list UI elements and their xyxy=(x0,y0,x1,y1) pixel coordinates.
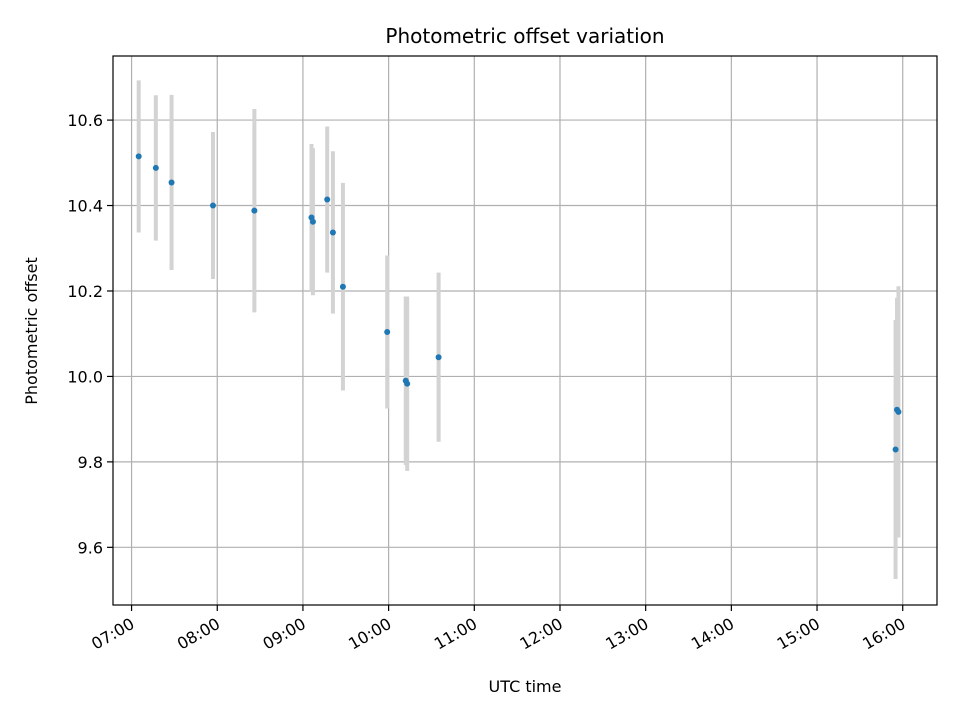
grid xyxy=(113,56,937,605)
data-point xyxy=(251,207,258,214)
data-point xyxy=(329,229,336,236)
plot-frame xyxy=(112,55,938,606)
data-point xyxy=(384,328,391,335)
y-tick-label: 10.0 xyxy=(67,367,103,386)
data-point xyxy=(209,202,216,209)
y-tick-label: 10.6 xyxy=(67,111,103,130)
y-tick-label: 9.6 xyxy=(78,538,103,557)
y-tick-label: 10.4 xyxy=(67,197,103,216)
data-point xyxy=(892,446,899,453)
data-point xyxy=(309,218,316,225)
chart-title: Photometric offset variation xyxy=(385,24,664,48)
data-point xyxy=(168,179,175,186)
y-axis-title: Photometric offset xyxy=(22,257,41,405)
data-point xyxy=(152,164,159,171)
y-tick-label: 9.8 xyxy=(78,453,103,472)
data-point xyxy=(895,408,902,415)
data-point xyxy=(339,283,346,290)
data-point xyxy=(135,153,142,160)
data-point xyxy=(435,354,442,361)
data-point xyxy=(404,380,411,387)
data-points xyxy=(135,153,902,453)
data-point xyxy=(324,196,331,203)
y-axis: 9.6 9.8 10.0 10.2 10.4 10.6 xyxy=(67,111,113,557)
x-axis-title: UTC time xyxy=(489,677,562,696)
y-tick-label: 10.2 xyxy=(67,282,103,301)
